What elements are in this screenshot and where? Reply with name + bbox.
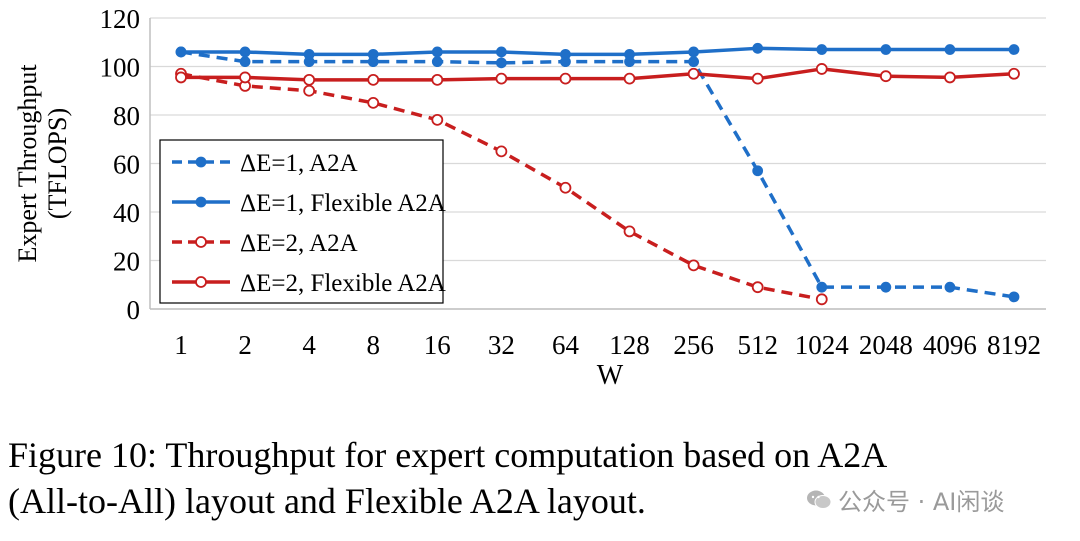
legend-marker xyxy=(195,236,207,248)
data-point xyxy=(944,44,956,55)
legend-label: ΔE=1, A2A xyxy=(240,150,358,177)
legend-marker xyxy=(195,156,207,168)
data-point xyxy=(816,44,828,55)
data-point xyxy=(495,57,507,69)
legend-marker xyxy=(195,276,207,288)
y-tick-label: 100 xyxy=(100,53,141,83)
data-point xyxy=(495,72,508,85)
data-point xyxy=(944,71,956,84)
legend-marker xyxy=(195,196,207,208)
series-line xyxy=(180,50,1015,299)
data-point xyxy=(239,71,251,84)
data-point xyxy=(879,70,892,83)
watermark-text: 公众号 · AI闲谈 xyxy=(838,488,1005,516)
data-point xyxy=(175,71,187,84)
legend-label: ΔE=2, Flexible A2A xyxy=(240,270,446,297)
data-point xyxy=(367,96,380,109)
x-tick-label: 16 xyxy=(424,330,451,360)
data-point xyxy=(495,46,507,58)
data-point xyxy=(687,259,700,272)
y-tick-label: 20 xyxy=(113,247,140,277)
data-point xyxy=(303,73,316,86)
data-point xyxy=(751,281,764,294)
data-point xyxy=(1008,291,1020,303)
x-tick-label: 4096 xyxy=(923,330,977,360)
caption-line-1: Figure 10: Throughput for expert computa… xyxy=(8,435,888,475)
x-tick-label: 128 xyxy=(609,330,650,360)
data-point xyxy=(880,44,892,55)
series-line xyxy=(181,67,1015,82)
y-tick-label: 60 xyxy=(113,150,140,180)
y-tick-label: 0 xyxy=(127,295,141,325)
data-point xyxy=(367,73,380,86)
data-point xyxy=(495,145,508,158)
series-line xyxy=(181,46,1014,57)
x-tick-label: 4 xyxy=(302,330,316,360)
data-point xyxy=(816,281,828,293)
data-point xyxy=(1008,44,1020,55)
legend-box xyxy=(159,139,444,304)
data-point xyxy=(239,56,251,68)
data-point xyxy=(431,46,443,58)
data-point xyxy=(687,67,700,80)
x-tick-label: 64 xyxy=(552,330,580,360)
x-tick-label: 32 xyxy=(488,330,515,360)
data-point xyxy=(431,113,444,126)
data-point xyxy=(559,72,572,85)
data-point xyxy=(623,72,636,85)
data-point xyxy=(367,48,379,60)
data-point xyxy=(815,63,828,75)
x-tick-label: 512 xyxy=(737,330,778,360)
data-point xyxy=(1008,67,1020,80)
data-point xyxy=(175,46,187,58)
data-point xyxy=(303,84,316,97)
figure-caption: Figure 10: Throughput for expert computa… xyxy=(8,432,1078,524)
legend-label: ΔE=1, Flexible A2A xyxy=(240,190,446,217)
y-axis-label: (TFLOPS) xyxy=(43,108,72,219)
x-tick-label: 256 xyxy=(673,330,714,360)
y-tick-label: 120 xyxy=(100,4,141,34)
data-point xyxy=(880,281,892,293)
y-tick-label: 80 xyxy=(113,101,140,131)
data-point xyxy=(431,73,444,86)
data-point xyxy=(751,72,764,85)
x-tick-label: 1024 xyxy=(795,330,850,360)
data-point xyxy=(752,42,764,54)
throughput-chart: 0 20 40 60 80 100 120 1 2 4 8 16 32 64 128 256 512 1024 20… xyxy=(13,4,1046,391)
x-tick-label: 8 xyxy=(366,330,380,360)
y-tick-label: 40 xyxy=(113,198,140,228)
data-point xyxy=(815,293,828,306)
x-tick-label: 2 xyxy=(238,330,252,360)
data-point xyxy=(431,56,443,68)
data-point xyxy=(623,225,636,238)
legend-label: ΔE=2, A2A xyxy=(240,230,358,257)
y-axis-label: Expert Throughput xyxy=(13,64,42,263)
wechat-icon xyxy=(807,490,832,509)
x-tick-label: 1 xyxy=(174,330,188,360)
watermark: 公众号 · AI闲谈 xyxy=(806,482,1004,517)
caption-line-2: (All-to-All) layout and Flexible A2A lay… xyxy=(8,481,646,521)
data-point xyxy=(560,48,571,60)
data-point xyxy=(303,48,315,60)
data-point xyxy=(688,46,700,58)
x-tick-label: 2048 xyxy=(859,330,913,360)
data-point xyxy=(688,56,700,68)
data-point xyxy=(944,281,956,293)
data-point xyxy=(239,46,251,58)
data-point xyxy=(624,48,635,60)
data-point xyxy=(752,165,764,177)
x-axis-label: W xyxy=(597,360,624,391)
x-tick-label: 8192 xyxy=(987,330,1041,360)
data-point xyxy=(559,181,572,194)
